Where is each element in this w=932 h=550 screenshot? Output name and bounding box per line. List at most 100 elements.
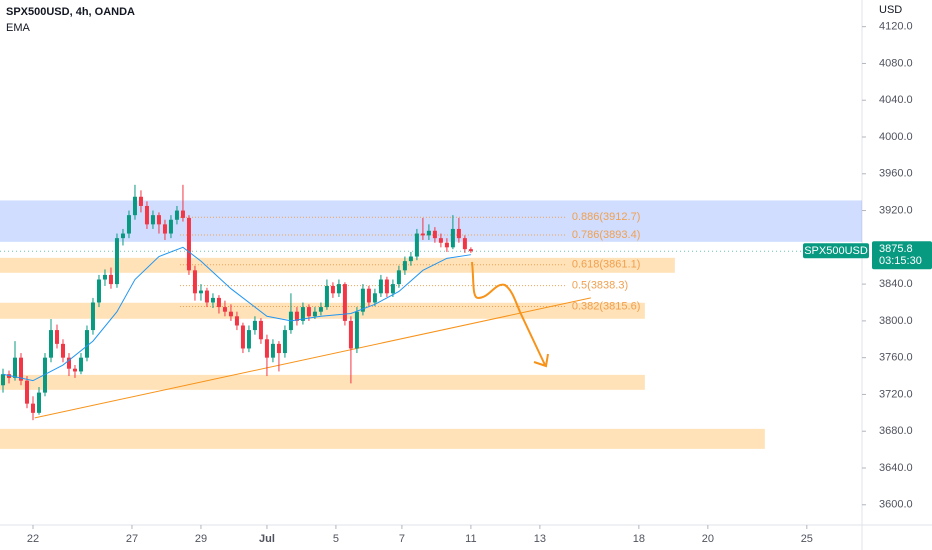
candle-body	[174, 210, 179, 220]
ema-line	[2, 246, 471, 382]
candle-body	[300, 307, 305, 321]
candle-body	[114, 238, 119, 285]
candle-body	[84, 330, 89, 358]
candle-body	[78, 357, 83, 372]
candle-body	[12, 357, 17, 378]
candle-body	[24, 380, 29, 404]
x-tick-label: 25	[801, 533, 813, 545]
candle-body	[306, 307, 311, 317]
fib-level-label: 0.786(3893.4)	[572, 229, 641, 241]
candle-body	[342, 284, 347, 321]
x-tick-label: 5	[333, 533, 339, 545]
candle-body	[96, 279, 101, 303]
candle-body	[372, 293, 377, 303]
candle-body	[330, 285, 335, 294]
candle-body	[264, 339, 269, 358]
zone	[0, 428, 765, 449]
y-tick-label: 3960.0	[879, 168, 913, 180]
candle-body	[42, 357, 47, 393]
x-tick-label: 11	[465, 533, 476, 545]
fib-level-label: 0.5(3838.3)	[572, 280, 628, 292]
candle-body	[138, 196, 143, 206]
candle-body	[360, 288, 365, 312]
candle-body	[450, 228, 455, 248]
x-tick-label: 22	[27, 533, 39, 545]
symbol-badge	[803, 243, 869, 259]
y-tick-label: 4000.0	[879, 131, 913, 143]
candle-body	[366, 288, 371, 303]
last-price-badge	[872, 241, 932, 270]
candle-body	[54, 330, 59, 344]
candle-body	[444, 242, 449, 248]
countdown-label: 03:15:30	[879, 255, 922, 267]
candle-body	[414, 233, 419, 257]
candle-body	[156, 215, 161, 225]
candle-body	[6, 374, 11, 378]
candle-body	[198, 290, 203, 294]
trendline	[34, 297, 591, 419]
candle-body	[108, 274, 113, 285]
candle-body	[150, 215, 155, 225]
fib-level-label: 0.618(3861.1)	[572, 259, 641, 271]
candle-body	[240, 325, 245, 349]
candle-body	[18, 357, 23, 381]
candle-body	[222, 307, 227, 312]
zone	[0, 257, 675, 273]
candle-body	[228, 311, 233, 317]
candle-body	[354, 311, 359, 349]
candle-body	[438, 238, 443, 243]
candle-body	[132, 196, 137, 216]
candle-body	[204, 290, 209, 303]
candle-body	[258, 320, 263, 340]
candle-body	[282, 330, 287, 354]
y-tick-label: 3920.0	[879, 204, 913, 216]
last-price-label: 3875.8	[879, 243, 913, 255]
candle-body	[180, 210, 185, 218]
y-tick-label: 3840.0	[879, 278, 913, 290]
candle-body	[60, 343, 65, 358]
x-tick-label: Jul	[259, 533, 275, 545]
candle-body	[294, 311, 299, 321]
x-tick-label: 20	[702, 533, 714, 545]
candle-body	[72, 368, 77, 372]
candle-body	[30, 403, 35, 413]
x-tick-label: 7	[399, 533, 405, 545]
x-tick-label: 13	[534, 533, 546, 545]
x-tick-label: 18	[633, 533, 645, 545]
y-tick-label: 3640.0	[879, 462, 913, 474]
axis-unit: USD	[879, 4, 902, 16]
price-axis-cap	[863, 0, 932, 18]
legend-entry: EMA	[6, 22, 31, 34]
candle-body	[336, 284, 341, 294]
candle-body	[246, 330, 251, 349]
candle-body	[186, 217, 191, 271]
candle-body	[90, 302, 95, 331]
x-tick-label: 29	[195, 533, 207, 545]
candle-body	[120, 233, 125, 239]
candle-body	[318, 307, 323, 312]
candle-body	[162, 224, 167, 234]
candle-body	[48, 330, 53, 358]
candle-body	[216, 297, 221, 308]
candle-body	[168, 219, 173, 234]
candle-body	[408, 256, 413, 262]
y-tick-label: 4080.0	[879, 57, 913, 69]
fib-level-label: 0.886(3912.7)	[572, 211, 641, 223]
y-tick-label: 4040.0	[879, 94, 913, 106]
y-tick-label: 3760.0	[879, 352, 913, 364]
candle-body	[234, 316, 239, 326]
chart-title: SPX500USD, 4h, OANDA	[6, 6, 135, 18]
y-tick-label: 3720.0	[879, 388, 913, 400]
symbol-badge-label: SPX500USD	[804, 245, 868, 257]
projection-arrow	[471, 261, 549, 368]
candle-body	[210, 297, 215, 303]
candle-body	[66, 357, 71, 369]
candle-body	[252, 320, 257, 331]
candle-body	[426, 230, 431, 236]
y-tick-label: 3680.0	[879, 425, 913, 437]
candle-body	[276, 343, 281, 354]
x-tick-label: 27	[126, 533, 138, 545]
candle-body	[378, 279, 383, 294]
candle-body	[396, 270, 401, 285]
